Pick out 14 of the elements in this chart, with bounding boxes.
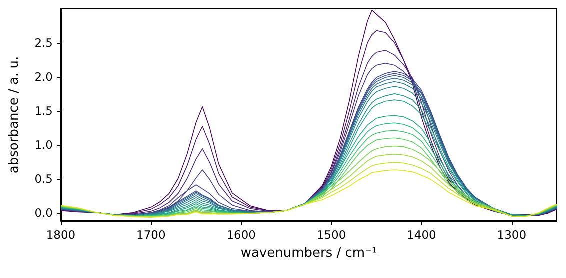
x-tick-label: 1300 bbox=[497, 228, 527, 242]
y-tick-label: 1.5 bbox=[34, 104, 53, 118]
x-tick-label: 1600 bbox=[226, 228, 256, 242]
y-tick-label: 0.0 bbox=[34, 206, 53, 220]
y-tick-label: 2.0 bbox=[34, 70, 53, 84]
y-tick-label: 0.5 bbox=[34, 172, 53, 186]
y-axis-title: absorbance / a. u. bbox=[7, 56, 22, 174]
x-axis-title: wavenumbers / cm⁻¹ bbox=[240, 246, 378, 261]
x-tick-label: 1800 bbox=[46, 228, 76, 242]
x-tick-label: 1500 bbox=[316, 228, 346, 242]
y-tick-label: 2.5 bbox=[34, 36, 53, 50]
x-tick-label: 1700 bbox=[136, 228, 166, 242]
x-tick-label: 1400 bbox=[407, 228, 436, 242]
y-tick-label: 1.0 bbox=[34, 138, 53, 152]
